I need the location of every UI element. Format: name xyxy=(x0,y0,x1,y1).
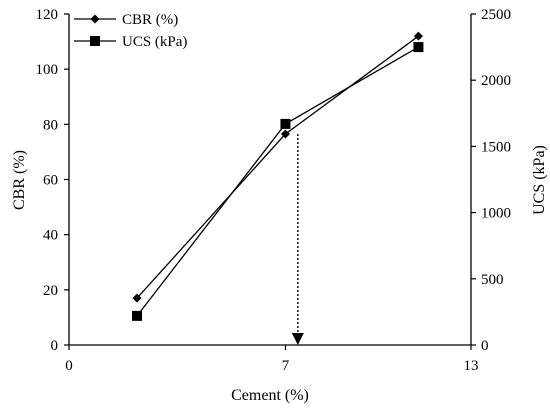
legend-item: CBR (%) xyxy=(74,12,178,28)
y-right-tick-label: 500 xyxy=(481,272,504,288)
y-right-tick-label: 1500 xyxy=(481,139,511,155)
plot-area xyxy=(68,14,472,346)
y-left-tick-label: 120 xyxy=(36,7,59,23)
annotation-arrowhead xyxy=(291,333,304,345)
y-left-tick-label: 40 xyxy=(43,228,58,244)
y-left-tick-label: 0 xyxy=(51,338,59,354)
y-right-tick-label: 1000 xyxy=(481,206,511,222)
y-right-tick-label: 2500 xyxy=(481,7,511,23)
legend: CBR (%) UCS (kPa) xyxy=(74,12,187,50)
legend-marker xyxy=(90,36,100,46)
y-right-tick-label: 2000 xyxy=(481,73,511,89)
y-axis-left-title: CBR (%) xyxy=(11,150,28,210)
x-tick-label: 13 xyxy=(464,358,479,374)
y-left-tick-label: 60 xyxy=(43,173,58,189)
y-left-tick-label: 20 xyxy=(43,283,58,299)
legend-marker xyxy=(90,14,100,24)
series xyxy=(132,31,424,321)
annotation xyxy=(291,133,304,345)
x-axis-title: Cement (%) xyxy=(231,387,309,404)
y-left-tick-label: 80 xyxy=(43,117,58,133)
legend-item: UCS (kPa) xyxy=(74,34,187,50)
legend-label: UCS (kPa) xyxy=(122,34,187,50)
series-cbr xyxy=(132,31,423,303)
data-point xyxy=(280,118,291,129)
series-ucs xyxy=(132,42,424,321)
y-axis-right-title: UCS (kPa) xyxy=(531,145,548,215)
legend-label: CBR (%) xyxy=(122,12,178,28)
y-left-tick-label: 100 xyxy=(36,62,59,78)
series-line xyxy=(136,35,419,299)
data-point xyxy=(132,310,143,321)
data-point xyxy=(132,293,142,303)
y-right-tick-label: 0 xyxy=(481,338,489,354)
x-tick-label: 0 xyxy=(65,358,73,374)
x-tick-label: 7 xyxy=(282,358,290,374)
series-line xyxy=(136,46,419,317)
data-point xyxy=(413,31,423,41)
data-point xyxy=(413,42,424,53)
data-point xyxy=(280,129,290,139)
